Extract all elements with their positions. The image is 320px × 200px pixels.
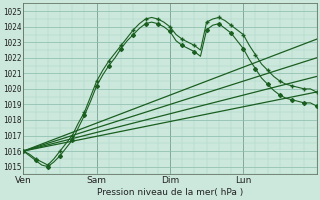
X-axis label: Pression niveau de la mer( hPa ): Pression niveau de la mer( hPa ): [97, 188, 243, 197]
